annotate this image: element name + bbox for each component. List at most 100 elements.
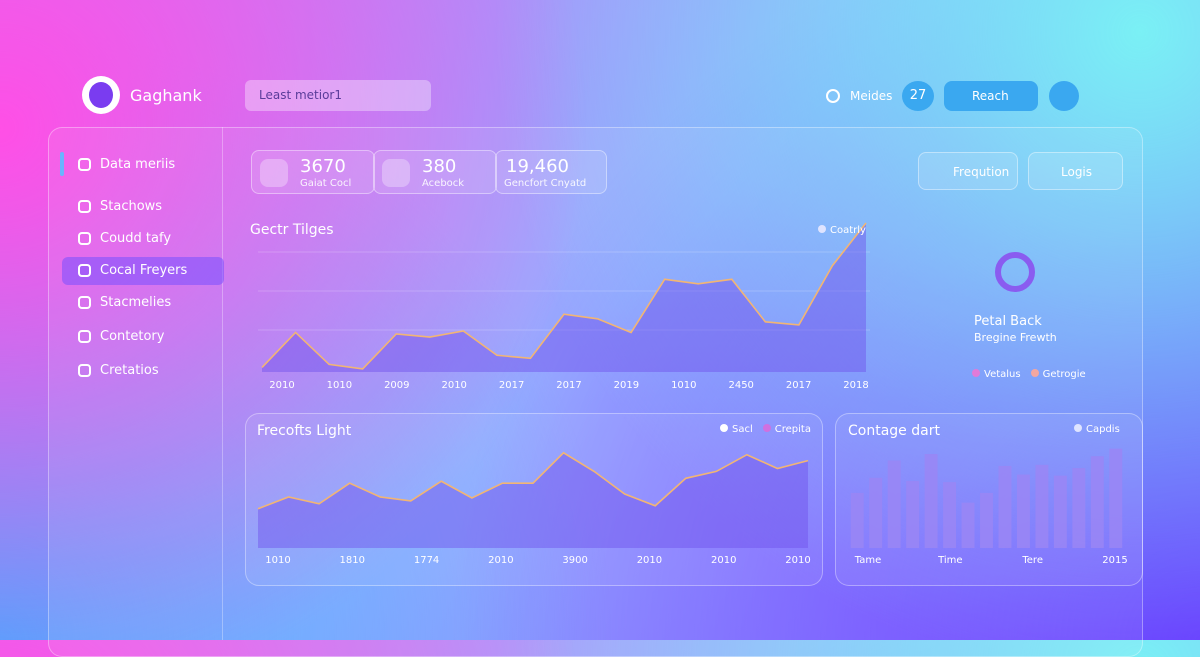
- stat-label: Gaiat Cocl: [300, 178, 352, 189]
- badge[interactable]: 27: [902, 81, 934, 111]
- divider: [222, 127, 223, 640]
- legend-item: Crepita: [762, 424, 811, 435]
- x-label: 2010: [637, 555, 662, 566]
- x-label: 2010: [785, 555, 810, 566]
- bar: [961, 502, 975, 548]
- nav-icon: [78, 264, 91, 277]
- legend-item: Sacl: [720, 424, 753, 435]
- nav-item[interactable]: Data meriis: [62, 151, 224, 179]
- bar: [869, 477, 883, 548]
- nav-icon: [78, 158, 91, 171]
- stat-icon: [260, 159, 288, 187]
- x-label: 1010: [671, 380, 696, 391]
- donut-subtitle: Bregine Frewth: [974, 331, 1057, 344]
- line: [261, 222, 867, 370]
- card: [245, 413, 823, 586]
- action-button[interactable]: Freqution: [918, 152, 1018, 190]
- x-label: 2010: [269, 380, 294, 391]
- legend-swatch: [818, 225, 826, 233]
- bar: [1016, 474, 1030, 548]
- logo: [82, 76, 120, 114]
- reach-button[interactable]: Reach: [944, 81, 1038, 111]
- bar: [1090, 456, 1104, 548]
- x-label: 1010: [327, 380, 352, 391]
- x-label: 2450: [728, 380, 753, 391]
- nav-item[interactable]: Stacmelies: [62, 289, 224, 317]
- donut-title: Petal Back: [974, 314, 1042, 329]
- legend-swatch: [1074, 424, 1082, 432]
- legend-swatch: [1030, 369, 1039, 377]
- chart-title: Contage dart: [848, 423, 940, 439]
- legend-label: Capdis: [1086, 424, 1120, 435]
- x-label: 3900: [562, 555, 587, 566]
- chart-legend: Capdis: [1074, 424, 1120, 435]
- stat-label: Acebock: [422, 178, 465, 189]
- nav-label: Coudd tafy: [100, 231, 172, 246]
- legend-item: Getrogie: [1030, 369, 1086, 380]
- chart-title: Frecofts Light: [257, 423, 352, 439]
- legend-item: Capdis: [1074, 424, 1120, 435]
- x-label: 2015: [1102, 555, 1127, 566]
- nav-item[interactable]: Contetory: [62, 323, 224, 351]
- stat-card[interactable]: 3670 Gaiat Cocl: [251, 150, 375, 194]
- x-label: 2017: [786, 380, 811, 391]
- action-button[interactable]: Logis: [1028, 152, 1123, 190]
- bar: [887, 460, 901, 548]
- nav-label: Stacmelies: [100, 295, 172, 310]
- x-label: 1010: [265, 555, 290, 566]
- nav-item[interactable]: Coudd tafy: [62, 225, 224, 253]
- bar: [943, 482, 957, 548]
- x-label: 2017: [556, 380, 581, 391]
- grid-button[interactable]: [1049, 81, 1079, 111]
- nav-icon: [78, 200, 91, 213]
- nav-icon: [78, 364, 91, 377]
- status-icon: [826, 89, 840, 103]
- nav-label: Cretatios: [100, 363, 159, 378]
- bar: [1072, 468, 1086, 548]
- stat-value: 3670: [300, 156, 346, 177]
- status: Meides: [850, 89, 893, 103]
- stat-label: Gencfort Cnyatd: [504, 178, 587, 189]
- stat-value: 380: [422, 156, 457, 177]
- nav-item[interactable]: Cocal Freyers: [62, 257, 224, 285]
- area: [258, 452, 808, 548]
- bar: [924, 454, 938, 548]
- x-label: 2010: [488, 555, 513, 566]
- nav-label: Stachows: [100, 199, 163, 214]
- side-marker: [60, 152, 64, 176]
- legend-swatch: [762, 424, 771, 432]
- charts: 2010 1010 2009 2010 2017 2017 2019 1010 2450 2017…: [257, 222, 1127, 566]
- donut: [995, 252, 1035, 292]
- x-label: 2019: [614, 380, 639, 391]
- x-label: Tame: [854, 555, 881, 566]
- x-label: 2010: [441, 380, 466, 391]
- bar: [980, 492, 993, 548]
- x-label: 2010: [711, 555, 736, 566]
- legend-swatch: [720, 424, 728, 432]
- x-label: 1810: [340, 555, 365, 566]
- nav-icon: [78, 296, 91, 309]
- bar: [998, 465, 1012, 548]
- x-label: 1774: [414, 555, 439, 566]
- nav-icon: [78, 232, 91, 245]
- legend-label: Vetalus: [984, 369, 1021, 380]
- chart-title: Gectr Tilges: [250, 222, 334, 238]
- main-panel: [48, 127, 1143, 657]
- bar: [850, 492, 864, 548]
- nav-label: Data meriis: [100, 157, 176, 172]
- legend-swatch: [972, 369, 980, 377]
- x-label: Tere: [1021, 555, 1043, 566]
- stat-value: 19,460: [506, 156, 569, 177]
- legend-label: Getrogie: [1042, 369, 1086, 380]
- legend-item: Coatrly: [818, 225, 866, 236]
- donut-legend: Vetalus Getrogie: [972, 369, 1086, 380]
- nav-item[interactable]: Stachows: [62, 193, 224, 221]
- stat-icon: [382, 159, 410, 187]
- nav-item[interactable]: Cretatios: [62, 357, 224, 385]
- search[interactable]: Least metior1: [245, 80, 431, 111]
- stat-card[interactable]: 19,460 Gencfort Cnyatd: [495, 150, 607, 194]
- stat-card[interactable]: 380 Acebock: [373, 150, 497, 194]
- nav-icon: [78, 330, 91, 343]
- brand: Gaghank: [130, 86, 202, 105]
